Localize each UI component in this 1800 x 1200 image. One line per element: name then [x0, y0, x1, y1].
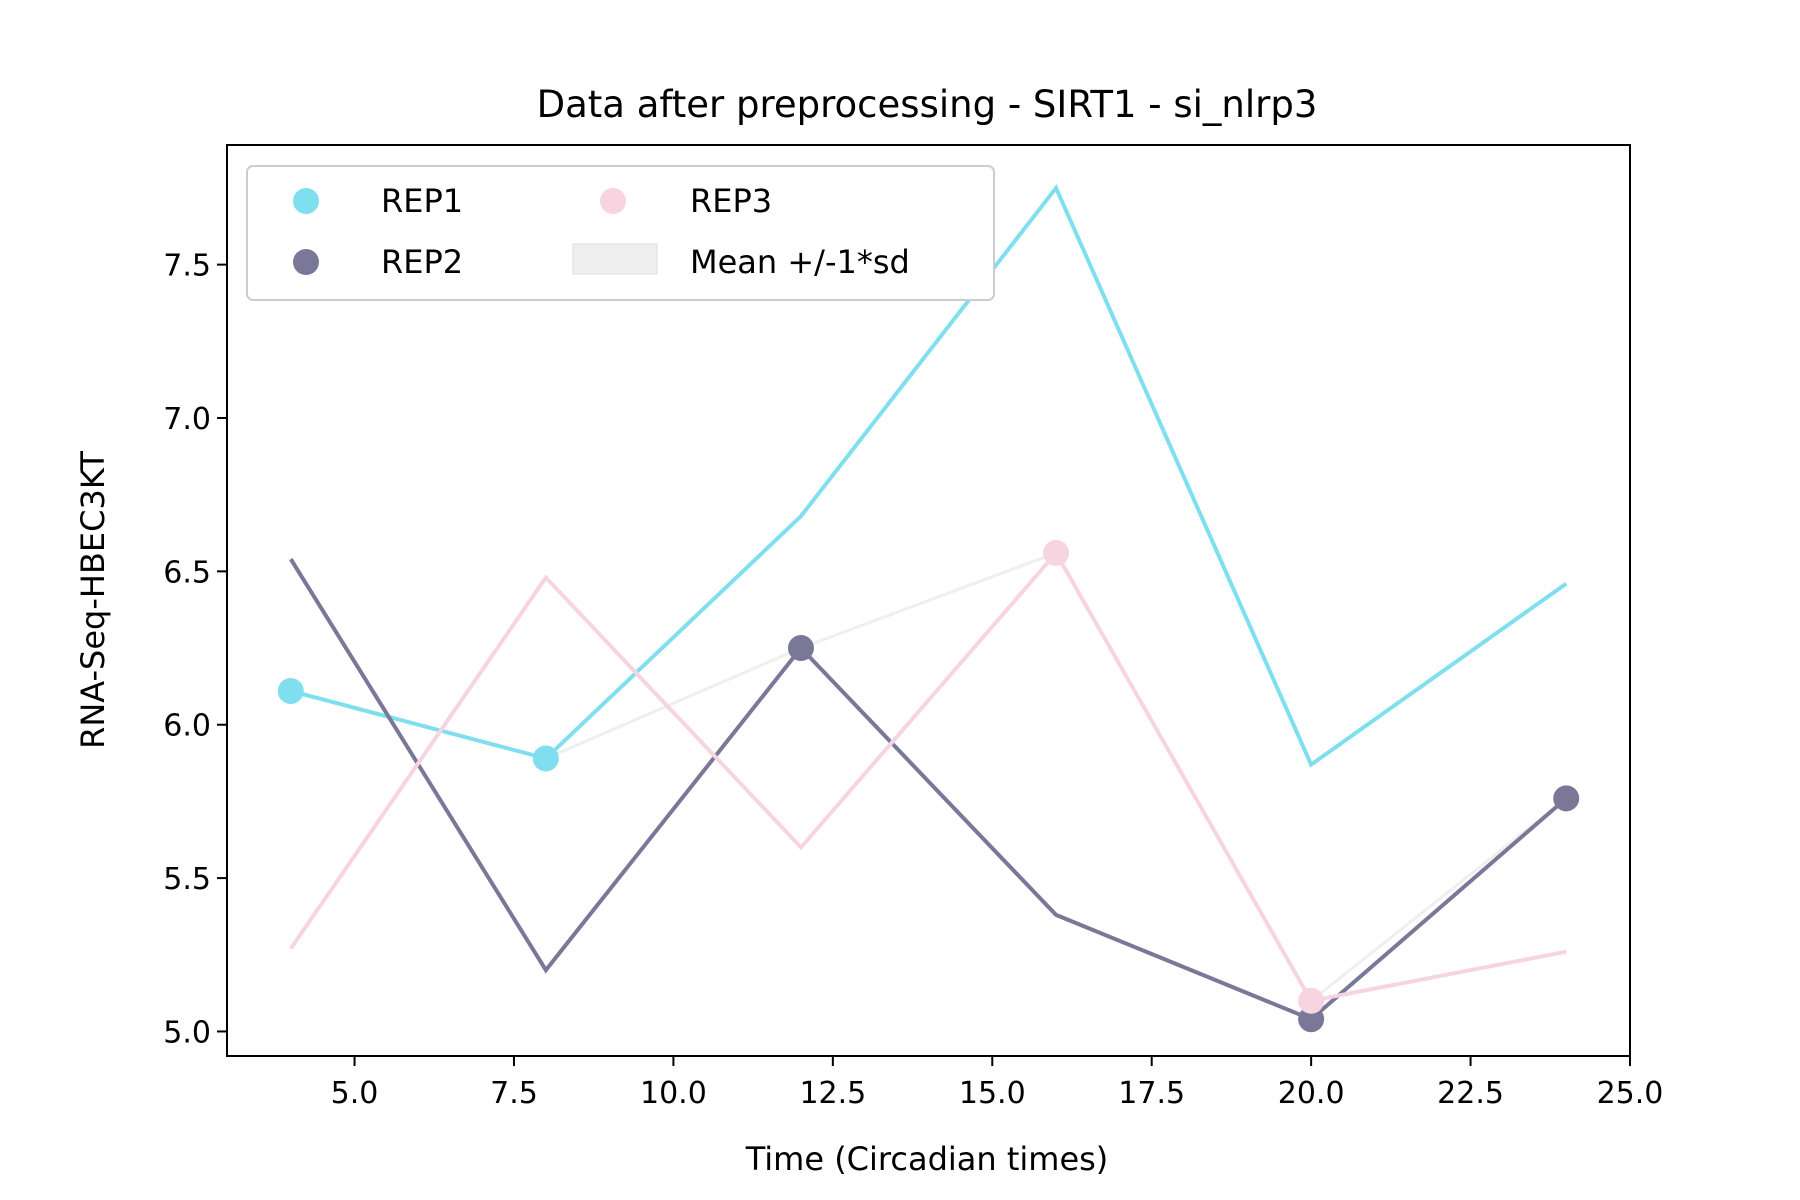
series-points-layer — [277, 539, 1580, 1033]
x-tick-label: 25.0 — [1597, 1076, 1664, 1111]
legend-box — [246, 165, 995, 301]
y-tick-label: 5.5 — [163, 862, 211, 897]
data-point-rep3-1 — [1298, 987, 1325, 1014]
data-point-rep1-0 — [277, 677, 304, 704]
legend-label-rep2: REP2 — [381, 243, 463, 281]
legend-label-mean-band: Mean +/-1*sd — [690, 243, 910, 281]
data-point-rep2-0 — [787, 635, 814, 662]
y-axis-ticks: 5.0 5.5 6.0 6.5 7.0 7.5 — [163, 249, 227, 1050]
data-point-rep2-2 — [1553, 785, 1580, 812]
data-point-rep1-1 — [532, 745, 559, 772]
data-point-rep2-1 — [1298, 1006, 1325, 1033]
x-tick-label: 15.0 — [959, 1076, 1026, 1111]
chart-title: Data after preprocessing - SIRT1 - si_nl… — [537, 83, 1318, 126]
x-tick-label: 17.5 — [1118, 1076, 1185, 1111]
x-tick-label: 5.0 — [331, 1076, 379, 1111]
legend-marker-mean-band — [572, 243, 658, 275]
x-axis-label: Time (Circadian times) — [745, 1140, 1109, 1178]
series-line-rep2 — [289, 558, 1568, 1022]
legend-label-rep1: REP1 — [381, 182, 463, 220]
y-tick-label: 5.0 — [163, 1015, 211, 1050]
x-axis-ticks: 5.0 7.5 10.0 12.5 15.0 17.5 20.0 22.5 25.0 — [331, 1056, 1664, 1111]
series-lines-layer — [289, 184, 1568, 1022]
legend-marker-rep1 — [293, 188, 319, 214]
legend-marker-rep2 — [293, 249, 319, 275]
x-tick-label: 22.5 — [1437, 1076, 1504, 1111]
y-tick-label: 7.5 — [163, 249, 211, 284]
data-point-rep3-0 — [1043, 539, 1070, 566]
y-tick-label: 6.5 — [163, 555, 211, 590]
series-line-rep1 — [290, 184, 1568, 768]
x-tick-label: 12.5 — [799, 1076, 866, 1111]
y-tick-label: 6.0 — [163, 709, 211, 744]
x-tick-label: 20.0 — [1278, 1076, 1345, 1111]
legend-label-rep3: REP3 — [690, 182, 772, 220]
x-tick-label: 10.0 — [640, 1076, 707, 1111]
y-axis-label: RNA-Seq-HBEC3KT — [74, 451, 112, 749]
legend-marker-rep3 — [600, 188, 626, 214]
y-tick-label: 7.0 — [163, 402, 211, 437]
x-tick-label: 7.5 — [490, 1076, 538, 1111]
legend: REP1 REP2 REP3 Mean +/-1*sd — [246, 165, 995, 301]
series-line-rep3 — [289, 549, 1567, 1004]
plot-frame — [226, 144, 1631, 1057]
